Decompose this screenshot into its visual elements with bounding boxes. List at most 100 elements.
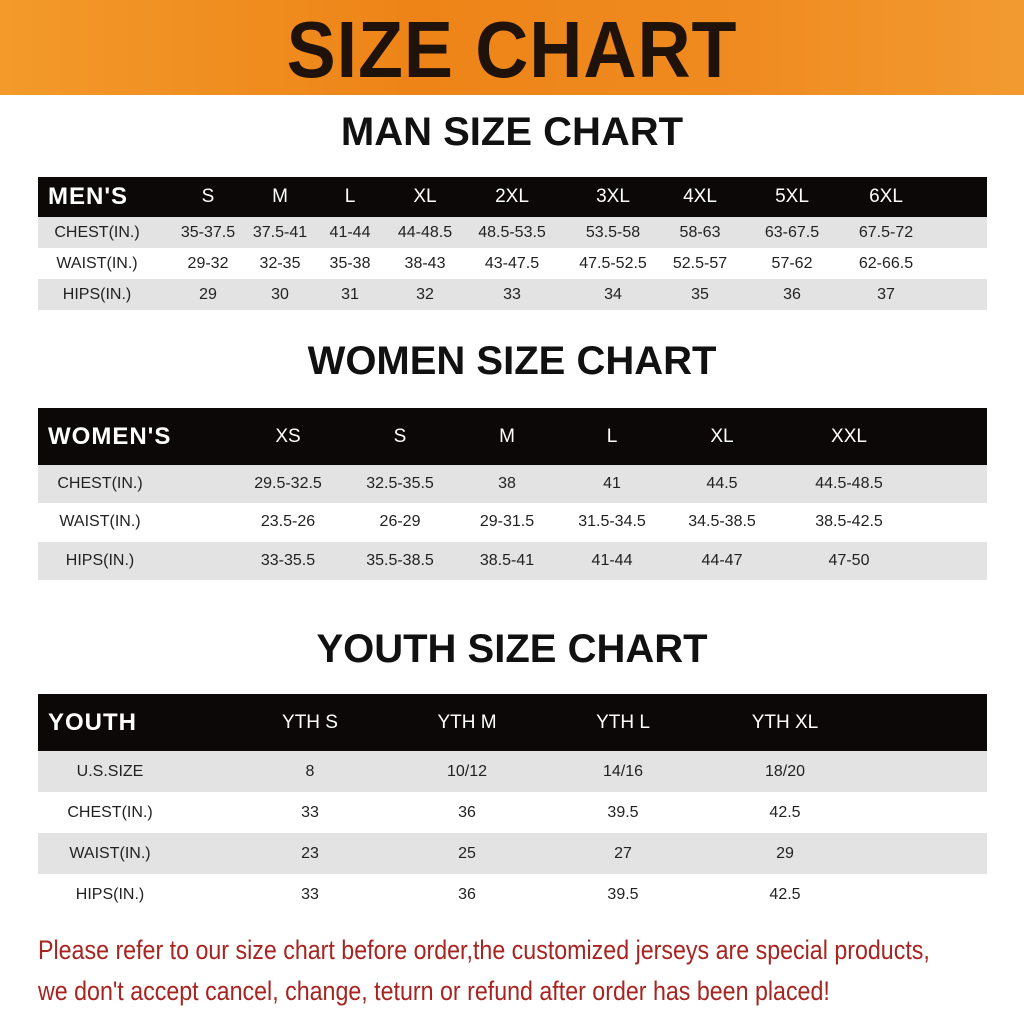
table-cell: 34.5-38.5: [688, 513, 756, 531]
men-heading: MAN SIZE CHART: [340, 110, 684, 154]
table-cell: 41-44: [329, 223, 371, 241]
table-cell: 44.5: [706, 475, 738, 493]
table-title: WOMEN'S: [48, 422, 172, 450]
row-label: WAIST(IN.): [69, 844, 151, 862]
column-header: YTH M: [437, 711, 497, 733]
table-cell: 67.5-72: [858, 223, 914, 241]
row-label: CHEST(IN.): [54, 223, 140, 241]
table-row: CHEST(IN.) 35-37.5 37.5-41 41-44 44-48.5 48.5…: [38, 217, 987, 248]
row-label: HIPS(IN.): [65, 551, 135, 569]
table-cell: 58-63: [679, 223, 721, 241]
table-cell: 10/12: [446, 762, 488, 780]
table-cell: 32: [416, 285, 434, 303]
table-cell: 38-43: [404, 254, 446, 272]
column-header: 4XL: [683, 186, 717, 207]
table-cell: 63-67.5: [764, 223, 820, 241]
table-cell: 14/16: [602, 762, 644, 780]
table-cell: 32.5-35.5: [366, 475, 434, 493]
table-row: CHEST(IN.) 29.5-32.5 32.5-35.5 38 41 44.5 44.5…: [38, 465, 987, 504]
column-header: M: [272, 186, 288, 207]
men-header-row: MEN'S S M L XL 2XL 3XL 4XL 5XL 6XL: [38, 177, 987, 217]
table-cell: 39.5: [607, 885, 639, 903]
table-title: MEN'S: [48, 183, 129, 210]
table-cell: 33: [301, 885, 319, 903]
table-cell: 38.5-42.5: [815, 513, 883, 531]
column-header: 6XL: [869, 186, 903, 207]
table-cell: 52.5-57: [672, 254, 728, 272]
table-cell: 62-66.5: [858, 254, 914, 272]
table-cell: 37: [877, 285, 895, 303]
table-row: U.S.SIZE 8 10/12 14/16 18/20: [38, 751, 987, 792]
column-header: XS: [275, 425, 301, 447]
table-cell: 29: [199, 285, 217, 303]
youth-heading: YOUTH SIZE CHART: [316, 627, 708, 671]
column-header: YTH L: [596, 711, 650, 733]
row-label: HIPS(IN.): [62, 285, 132, 303]
row-label: WAIST(IN.): [59, 513, 141, 531]
row-label: CHEST(IN.): [57, 475, 143, 493]
table-cell: 42.5: [769, 885, 801, 903]
table-row: HIPS(IN.) 29 30 31 32 33 34 35 36 37: [38, 279, 987, 310]
page-title: SIZE CHART: [286, 5, 738, 94]
table-cell: 33-35.5: [260, 551, 316, 569]
table-cell: 36: [783, 285, 801, 303]
column-header: XL: [710, 425, 734, 447]
column-header: 2XL: [495, 186, 529, 207]
table-cell: 44-48.5: [397, 223, 453, 241]
table-cell: 39.5: [607, 803, 639, 821]
table-cell: 18/20: [764, 762, 806, 780]
column-header: 3XL: [596, 186, 630, 207]
table-cell: 29-31.5: [479, 513, 535, 531]
row-label: HIPS(IN.): [75, 885, 145, 903]
notice-line-1: Please refer to our size chart before or…: [38, 935, 930, 965]
notice-line-2: we don't accept cancel, change, teturn o…: [38, 976, 830, 1006]
table-cell: 34: [604, 285, 622, 303]
column-header: XL: [413, 186, 437, 207]
women-header-row: WOMEN'S XS S M L XL XXL: [38, 408, 987, 465]
table-cell: 31: [341, 285, 359, 303]
table-cell: 36: [458, 885, 476, 903]
column-header: L: [344, 186, 356, 207]
table-cell: 43-47.5: [484, 254, 540, 272]
table-cell: 33: [301, 803, 319, 821]
table-cell: 47.5-52.5: [579, 254, 647, 272]
table-cell: 35-37.5: [180, 223, 236, 241]
column-header: XXL: [831, 425, 867, 447]
women-size-table: WOMEN'S XS S M L XL XXL CHEST(IN.) 29.5-32.5 32.5…: [38, 408, 987, 580]
table-cell: 38.5-41: [479, 551, 535, 569]
table-cell: 41: [603, 475, 621, 493]
table-cell: 37.5-41: [252, 223, 308, 241]
table-cell: 26-29: [379, 513, 421, 531]
table-cell: 25: [458, 844, 476, 862]
table-cell: 53.5-58: [585, 223, 641, 241]
table-cell: 44-47: [701, 551, 743, 569]
table-row: HIPS(IN.) 33 36 39.5 42.5: [38, 874, 987, 915]
row-label: WAIST(IN.): [56, 254, 138, 272]
table-row: CHEST(IN.) 33 36 39.5 42.5: [38, 792, 987, 833]
title-banner: SIZE CHART: [0, 0, 1024, 95]
table-cell: 30: [271, 285, 289, 303]
table-cell: 29.5-32.5: [254, 475, 322, 493]
table-cell: 47-50: [828, 551, 870, 569]
table-cell: 44.5-48.5: [815, 475, 883, 493]
column-header: YTH XL: [751, 711, 819, 733]
table-cell: 23.5-26: [260, 513, 316, 531]
table-row: WAIST(IN.) 29-32 32-35 35-38 38-43 43-47.5 47.…: [38, 248, 987, 279]
table-cell: 32-35: [259, 254, 301, 272]
column-header: 5XL: [775, 186, 809, 207]
table-row: HIPS(IN.) 33-35.5 35.5-38.5 38.5-41 41-44 44-…: [38, 541, 987, 580]
table-cell: 35.5-38.5: [366, 551, 434, 569]
table-cell: 48.5-53.5: [478, 223, 546, 241]
row-label: CHEST(IN.): [67, 803, 153, 821]
column-header: YTH S: [282, 711, 338, 733]
table-cell: 57-62: [771, 254, 813, 272]
youth-size-table: YOUTH YTH S YTH M YTH L YTH XL U.S.SIZE 8 10/12…: [38, 694, 987, 915]
table-cell: 35-38: [329, 254, 371, 272]
table-cell: 27: [614, 844, 632, 862]
table-cell: 35: [691, 285, 709, 303]
table-cell: 8: [305, 762, 315, 780]
column-header: S: [393, 425, 407, 447]
table-cell: 41-44: [591, 551, 633, 569]
table-title: YOUTH: [48, 708, 137, 736]
youth-header-row: YOUTH YTH S YTH M YTH L YTH XL: [38, 694, 987, 751]
